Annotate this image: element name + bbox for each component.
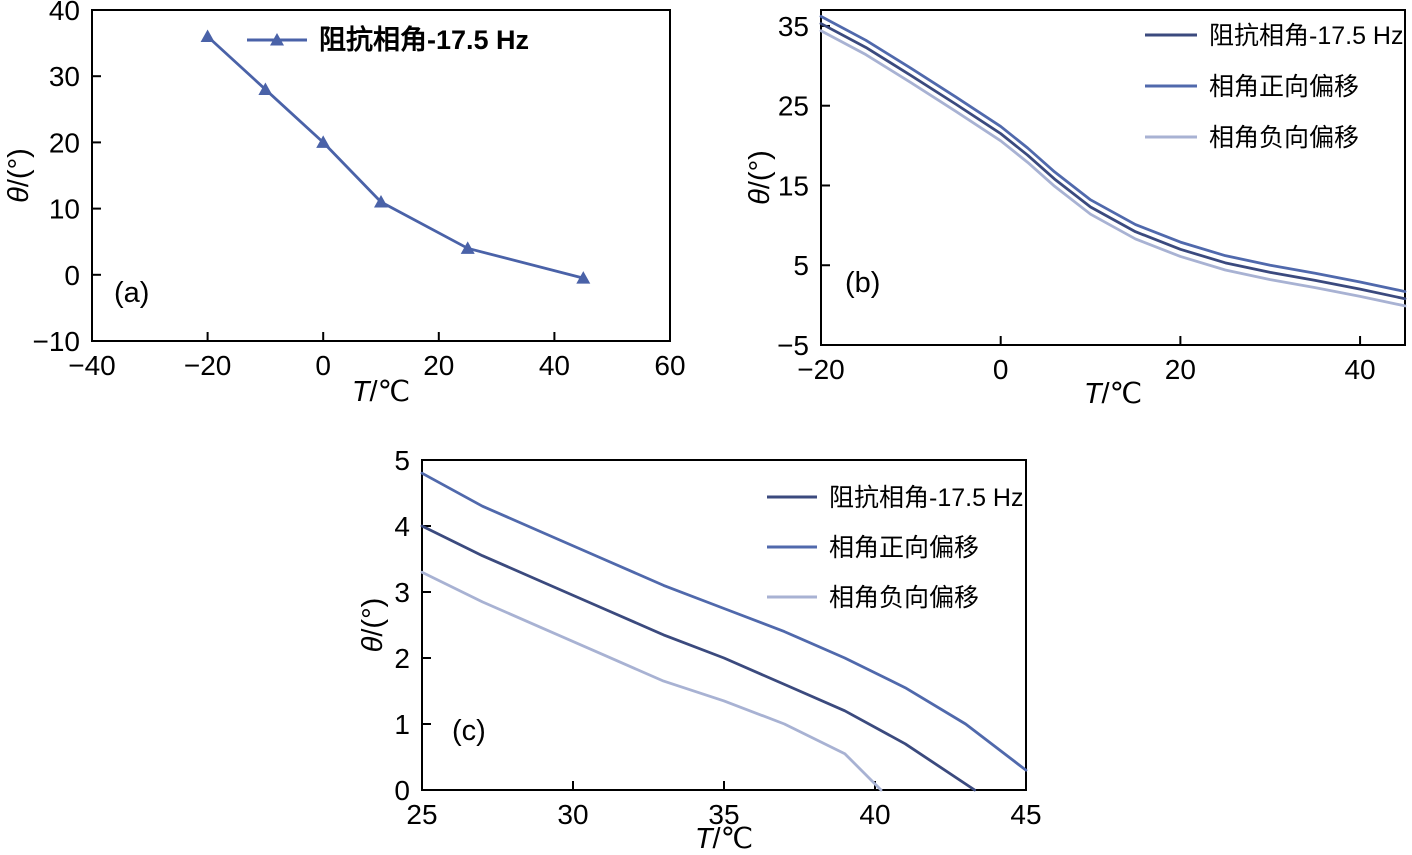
series-line — [420, 524, 977, 792]
x-axis-label: T/℃ — [352, 376, 410, 408]
x-tick-label: 20 — [1165, 354, 1196, 385]
triangle-marker — [258, 82, 273, 95]
y-tick-label: 3 — [394, 577, 410, 608]
x-tick-label: −20 — [797, 354, 845, 385]
legend-label: 阻抗相角-17.5 Hz — [829, 484, 1023, 512]
y-tick-label: −10 — [33, 326, 81, 357]
triangle-marker — [200, 29, 215, 42]
x-tick-label: 20 — [423, 350, 454, 381]
x-tick-label: 40 — [539, 350, 570, 381]
series-line — [420, 471, 1028, 772]
y-tick-label: 4 — [394, 511, 410, 542]
series-line — [819, 14, 1407, 293]
chart-panel-b: −20 0 20 40 −5 5 15 25 35 T/℃ θ/(°) (b) 阻抗相角-17.5 Hz… — [744, 0, 1410, 432]
y-tick-label: −5 — [777, 330, 809, 361]
y-tick-label: 20 — [49, 127, 80, 158]
legend-label: 阻抗相角-17.5 Hz — [1209, 22, 1403, 50]
x-tick-label: 0 — [993, 354, 1009, 385]
plot-border — [820, 9, 1406, 346]
legend-label: 相角正向偏移 — [1209, 73, 1359, 101]
y-axis-label: θ/(°) — [357, 598, 389, 653]
plot-border — [91, 9, 671, 342]
series-line — [206, 35, 585, 280]
x-tick-label: −20 — [184, 350, 232, 381]
triangle-marker — [374, 194, 388, 208]
y-tick-label: 25 — [778, 91, 809, 122]
chart-svg-a: −40 −20 0 20 40 60 −10 0 10 20 30 40 T/℃ θ/(°) (a) 阻抗相角… — [3, 0, 686, 408]
y-tick-label: 5 — [793, 250, 809, 281]
y-tick-label: 30 — [49, 61, 80, 92]
chart-panel-a: −40 −20 0 20 40 60 −10 0 10 20 30 40 T/℃ θ/(°) (a) 阻抗相角… — [2, 0, 712, 432]
x-tick-label: 35 — [708, 799, 739, 830]
y-axis-label: θ/(°) — [3, 148, 35, 203]
x-tick-label: 30 — [557, 799, 588, 830]
x-axis-label: T/℃ — [695, 823, 753, 855]
y-tick-label: 0 — [64, 260, 80, 291]
x-tick-label: 45 — [1010, 799, 1041, 830]
x-tick-label: 60 — [654, 350, 685, 381]
x-axis-label: T/℃ — [1084, 378, 1142, 410]
panel-label-b: (b) — [845, 267, 880, 299]
chart-panel-c: 25 30 35 40 45 0 1 2 3 4 5 T/℃ θ/(°) (c) 阻抗相角-17.5 Hz 相… — [352, 440, 1050, 855]
legend-label: 相角负向偏移 — [829, 584, 979, 612]
legend-label: 阻抗相角-17.5 Hz — [319, 24, 529, 55]
y-tick-label: 35 — [778, 11, 809, 42]
legend-triangle-marker — [270, 33, 284, 46]
y-tick-label: 15 — [778, 170, 809, 201]
y-axis-label: θ/(°) — [744, 150, 776, 205]
series-line — [420, 570, 883, 792]
x-tick-label: 0 — [315, 350, 331, 381]
y-tick-label: 10 — [49, 194, 80, 225]
y-tick-label: 40 — [49, 0, 80, 26]
y-tick-label: 2 — [394, 643, 410, 674]
y-tick-label: 5 — [394, 445, 410, 476]
triangle-marker — [576, 271, 591, 284]
x-tick-label: 40 — [859, 799, 890, 830]
y-tick-label: 0 — [394, 775, 410, 806]
chart-svg-b: −20 0 20 40 −5 5 15 25 35 T/℃ θ/(°) (b) 阻抗相角-17.5 Hz… — [744, 9, 1407, 410]
y-tick-label: 1 — [394, 709, 410, 740]
x-tick-label: 40 — [1344, 354, 1375, 385]
legend-label: 相角正向偏移 — [829, 534, 979, 562]
triangle-marker — [460, 241, 475, 254]
series-line — [819, 29, 1407, 308]
x-tick-label: 25 — [406, 799, 437, 830]
legend-label: 相角负向偏移 — [1209, 124, 1359, 152]
panel-label-c: (c) — [452, 715, 486, 747]
panel-label-a: (a) — [114, 277, 149, 309]
x-tick-label: −40 — [68, 350, 116, 381]
triangle-marker — [316, 135, 331, 148]
series-line — [819, 22, 1407, 301]
